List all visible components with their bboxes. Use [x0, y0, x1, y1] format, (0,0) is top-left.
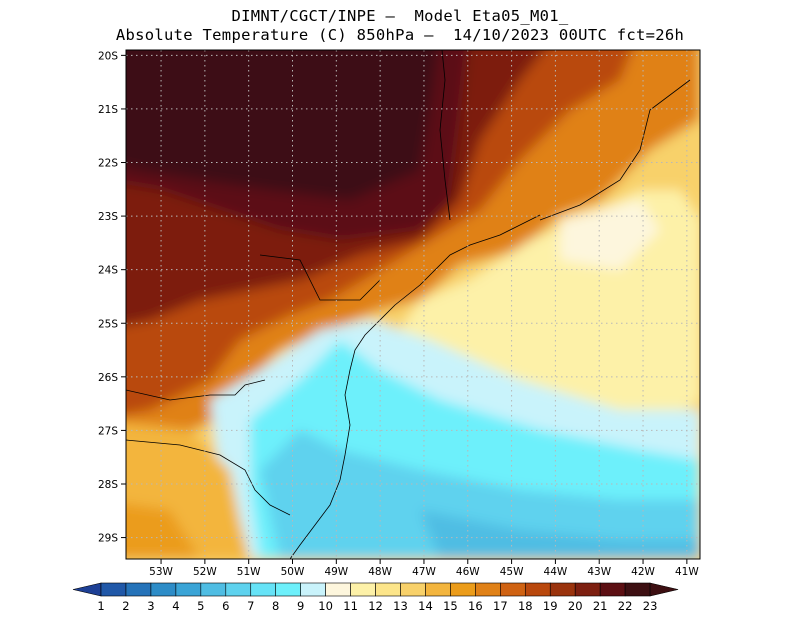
colorbar-segment — [225, 582, 252, 597]
colorbar-segment — [475, 582, 501, 597]
colorbar-label: 21 — [593, 599, 608, 613]
colorbar-label: 1 — [97, 599, 104, 613]
lat-tick-label: 26S — [98, 372, 118, 384]
colorbar-segment — [275, 582, 301, 597]
colorbar-label: 16 — [468, 599, 483, 613]
colorbar-label: 17 — [493, 599, 508, 613]
colorbar-label: 5 — [197, 599, 204, 613]
colorbar-segment — [300, 582, 326, 597]
colorbar-label: 11 — [343, 599, 358, 613]
lat-tick-label: 24S — [98, 265, 118, 277]
colorbar-segment — [100, 582, 127, 597]
colorbar-segment — [549, 582, 576, 597]
colorbar-label: 3 — [147, 599, 154, 613]
colorbar-segment — [524, 582, 551, 597]
colorbar-label: 12 — [368, 599, 383, 613]
colorbar-segment — [599, 582, 626, 597]
lat-tick-label: 22S — [98, 158, 118, 170]
colorbar-label: 18 — [518, 599, 533, 613]
map-title-line2: Absolute Temperature (C) 850hPa – 14/10/… — [115, 26, 685, 44]
colorbar-label: 14 — [418, 599, 433, 613]
lat-tick-label: 28S — [98, 479, 118, 491]
colorbar-segment — [375, 582, 401, 597]
lon-tick-label: 50W — [281, 566, 305, 578]
colorbar-segment — [450, 582, 476, 597]
colorbar-segment — [500, 582, 526, 597]
map-axis-ticks: 20S 21S 22S 23S 24S 25S 26S 27S 28S 29S 53W 52W 51W 5… — [98, 50, 699, 578]
colorbar-label: 15 — [443, 599, 458, 613]
colorbar-min-arrow — [72, 582, 102, 597]
lon-tick-label: 48W — [368, 566, 392, 578]
colorbar-segment — [250, 582, 277, 597]
lon-tick-label: 52W — [193, 566, 217, 578]
colorbar-segment — [425, 582, 451, 597]
colorbar-label: 9 — [297, 599, 304, 613]
colorbar-segment — [350, 582, 376, 597]
lat-tick-label: 20S — [98, 50, 118, 62]
lon-tick-label: 47W — [412, 566, 436, 578]
temperature-field — [126, 50, 700, 559]
lon-tick-label: 42W — [631, 566, 655, 578]
colorbar-label: 4 — [172, 599, 179, 613]
colorbar-max-arrow — [649, 582, 679, 597]
lat-tick-label: 23S — [98, 211, 118, 223]
lat-tick-label: 27S — [98, 425, 118, 437]
colorbar-label: 2 — [122, 599, 129, 613]
lat-tick-label: 21S — [98, 104, 118, 116]
lon-tick-label: 44W — [544, 566, 568, 578]
lon-tick-label: 49W — [324, 566, 348, 578]
coastline-and-borders — [126, 50, 691, 559]
colorbar-label: 6 — [222, 599, 229, 613]
map-panel: 20S 21S 22S 23S 24S 25S 26S 27S 28S 29S 53W 52W 51W 5… — [98, 49, 701, 578]
colorbar-label: 20 — [568, 599, 583, 613]
colorbar-segment — [150, 582, 177, 597]
colorbar-label: 7 — [247, 599, 254, 613]
lon-tick-label: 53W — [149, 566, 173, 578]
map-frame — [125, 49, 701, 560]
colorbar-label: 19 — [543, 599, 558, 613]
colorbar-segment — [325, 582, 351, 597]
colorbar-segment — [200, 582, 227, 597]
lat-tick-label: 25S — [98, 318, 118, 330]
colorbar-segment — [400, 582, 426, 597]
colorbar-label: 10 — [318, 599, 333, 613]
lon-tick-label: 45W — [500, 566, 524, 578]
colorbar: 1 2 3 4 5 6 7 8 9 10 11 12 13 14 15 16 17 18 19 20 21 22 23 — [72, 582, 679, 613]
colorbar-segment — [175, 582, 202, 597]
lat-tick-label: 29S — [98, 533, 118, 545]
colorbar-segment — [574, 582, 601, 597]
map-title-line1: DIMNT/CGCT/INPE – Model Eta05_M01_ — [231, 7, 569, 25]
colorbar-label: 8 — [272, 599, 279, 613]
map-gridlines — [126, 50, 700, 559]
colorbar-label: 22 — [618, 599, 633, 613]
lon-tick-label: 41W — [675, 566, 699, 578]
lon-tick-label: 46W — [456, 566, 480, 578]
colorbar-label: 23 — [643, 599, 658, 613]
lon-tick-label: 43W — [587, 566, 611, 578]
colorbar-segment — [125, 582, 152, 597]
colorbar-label: 13 — [393, 599, 408, 613]
colorbar-segment — [624, 582, 651, 597]
lon-tick-label: 51W — [237, 566, 261, 578]
